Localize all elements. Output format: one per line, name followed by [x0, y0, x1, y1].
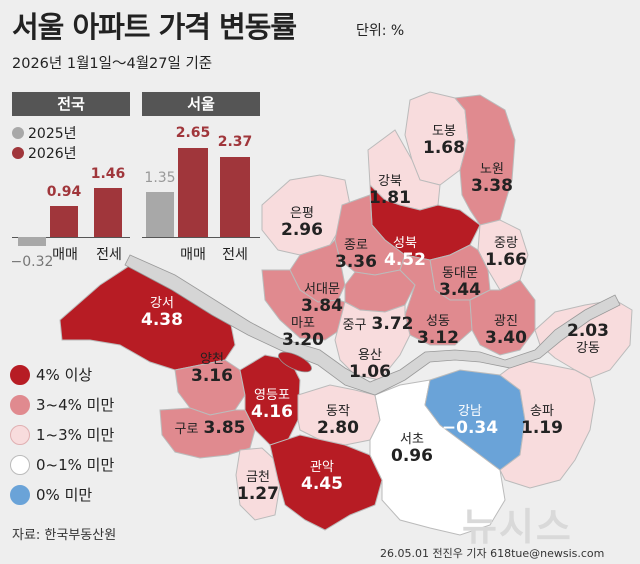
district-geumcheon: [235, 447, 281, 521]
map-legend-1to3: 1~3% 미만: [10, 424, 114, 445]
legend-2025-swatch: [12, 127, 24, 139]
newsis-watermark: 뉴시스: [462, 505, 573, 549]
label-national-2026-sale: 0.94: [46, 184, 82, 200]
panel-header-national: 전국: [12, 92, 130, 116]
bar-seoul-2026-sale: [178, 148, 208, 237]
bar-seoul-2026-rent: [220, 157, 250, 237]
bar-national-2025-sale: [18, 237, 46, 246]
legend-2025-label: 2025년: [28, 126, 77, 142]
cat-seoul-rent: 전세: [222, 247, 248, 263]
cat-national-sale: 매매: [52, 247, 78, 263]
map-legend-0to1-swatch: [10, 454, 30, 475]
legend-2026-swatch: [12, 147, 24, 159]
cat-seoul-sale: 매매: [180, 247, 206, 263]
map-legend-1to3-label: 1~3% 미만: [36, 426, 115, 444]
district-yongsan: [334, 301, 411, 381]
map-legend-4plus-label: 4% 이상: [36, 366, 93, 384]
baseline-national: [12, 237, 130, 238]
map-legend-0to1-label: 0~1% 미만: [36, 456, 115, 474]
label-national-2026-rent: 1.46: [90, 166, 126, 182]
district-gwanak: [269, 434, 383, 531]
label-national-2025-sale: −0.32: [10, 254, 54, 270]
map-legend-neg-label: 0% 미만: [36, 486, 93, 504]
source-note: 자료: 한국부동산원: [12, 528, 117, 543]
district-dongjak: [297, 384, 381, 446]
district-gangseo: [59, 261, 236, 371]
map-legend-neg: 0% 미만: [10, 484, 92, 505]
map-legend-3to4-label: 3~4% 미만: [36, 396, 115, 414]
bar-seoul-2025-sale: [146, 192, 174, 237]
label-seoul-2026-rent: 2.37: [217, 134, 253, 150]
map-legend-3to4: 3~4% 미만: [10, 394, 114, 415]
subtitle: 2026년 1월1일～4월27일 기준: [12, 56, 213, 72]
map-legend-4plus: 4% 이상: [10, 364, 92, 385]
district-gangdong: [534, 299, 633, 379]
unit-label: 단위: %: [356, 23, 405, 39]
baseline-seoul: [142, 237, 260, 238]
district-guro: [159, 407, 256, 459]
label-seoul-2025-sale: 1.35: [144, 170, 176, 186]
district-songpa: [499, 359, 596, 489]
map-legend-4plus-swatch: [10, 364, 30, 385]
panel-header-seoul: 서울: [142, 92, 260, 116]
map-legend-neg-swatch: [10, 484, 30, 505]
legend-2026-label: 2026년: [28, 146, 77, 162]
label-seoul-2026-sale: 2.65: [175, 125, 211, 141]
legend-2026: 2026년: [12, 143, 77, 163]
yeouido-island: [278, 351, 312, 373]
credit-line: 26.05.01 전진우 기자 618tue@newsis.com: [380, 547, 605, 560]
bar-national-2026-sale: [50, 206, 78, 237]
map-legend-3to4-swatch: [10, 394, 30, 415]
legend-2025: 2025년: [12, 123, 77, 143]
map-legend-1to3-swatch: [10, 424, 30, 445]
map-legend-0to1: 0~1% 미만: [10, 454, 114, 475]
district-yangcheon: [174, 359, 246, 416]
page-title: 서울 아파트 가격 변동률: [12, 10, 297, 44]
bar-national-2026-rent: [94, 188, 122, 237]
cat-national-rent: 전세: [96, 247, 122, 263]
